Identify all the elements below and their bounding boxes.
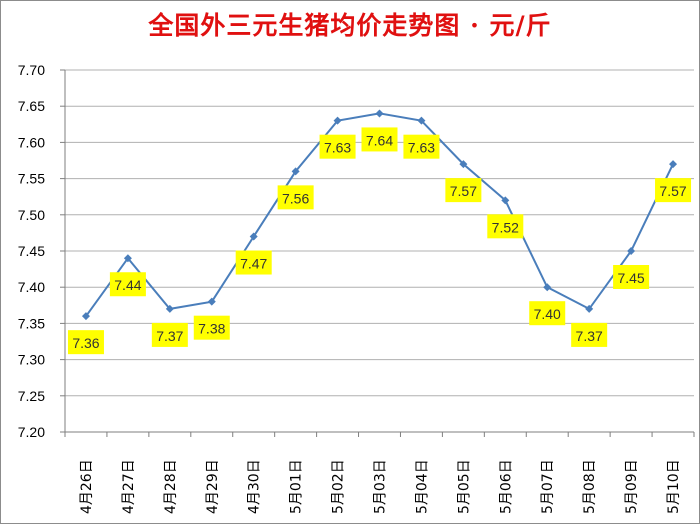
data-point bbox=[501, 196, 510, 205]
data-label: 7.64 bbox=[366, 132, 393, 148]
x-tick-label: 5月01日 bbox=[289, 459, 305, 514]
x-tick-label: 5月03日 bbox=[373, 459, 389, 514]
y-tick-labels: 7.20 7.25 7.30 7.35 7.40 7.45 7.50 7.55 7.60 7.65… bbox=[18, 62, 45, 440]
data-label: 7.38 bbox=[198, 321, 225, 337]
x-tick-label: 4月29日 bbox=[205, 459, 221, 514]
data-label: 7.37 bbox=[156, 328, 183, 344]
data-label-box bbox=[613, 265, 650, 289]
x-tick-label: 5月10日 bbox=[666, 459, 682, 514]
data-point bbox=[669, 160, 678, 169]
data-point bbox=[165, 304, 174, 313]
y-tick-label: 7.55 bbox=[18, 171, 45, 187]
chart-title: 全国外三元生猪均价走势图 · 元/斤 bbox=[148, 11, 552, 40]
y-tick-label: 7.45 bbox=[18, 243, 45, 259]
data-point bbox=[543, 283, 552, 292]
data-point bbox=[249, 232, 258, 241]
x-tick-label: 5月02日 bbox=[331, 459, 347, 514]
x-tick-label: 5月07日 bbox=[540, 459, 556, 514]
data-label: 7.63 bbox=[408, 140, 435, 156]
data-point bbox=[291, 167, 300, 176]
data-label: 7.36 bbox=[72, 335, 99, 351]
data-point bbox=[627, 247, 636, 255]
data-point bbox=[123, 254, 132, 263]
data-label: 7.63 bbox=[324, 140, 351, 156]
data-label-box bbox=[235, 250, 272, 275]
data-label: 7.57 bbox=[450, 183, 477, 199]
data-label: 7.57 bbox=[659, 183, 686, 199]
x-tick-label: 4月28日 bbox=[163, 459, 179, 514]
data-label-box bbox=[487, 214, 524, 239]
x-tick-label: 4月26日 bbox=[79, 459, 95, 514]
data-point bbox=[207, 297, 216, 306]
data-label-box bbox=[655, 178, 692, 203]
y-tick-label: 7.60 bbox=[18, 134, 45, 150]
data-point bbox=[375, 109, 384, 118]
y-tick-label: 7.30 bbox=[18, 352, 45, 368]
y-tick-label: 7.65 bbox=[18, 98, 45, 114]
data-point bbox=[459, 160, 468, 169]
data-label-box bbox=[571, 322, 608, 347]
axes bbox=[60, 69, 695, 437]
data-label: 7.56 bbox=[282, 190, 309, 206]
x-tick-label: 4月27日 bbox=[121, 459, 137, 514]
data-label-box bbox=[193, 315, 230, 340]
data-labels: 7.36 7.44 7.37 7.38 7.47 7.56 7.63 7.64 7.63 7.57… bbox=[67, 127, 692, 355]
x-tick-label: 5月08日 bbox=[582, 459, 598, 514]
y-tick-label: 7.20 bbox=[18, 424, 45, 440]
x-tick-label: 5月05日 bbox=[456, 459, 472, 514]
data-point bbox=[81, 312, 90, 321]
data-label: 7.45 bbox=[617, 270, 644, 286]
data-point bbox=[333, 116, 342, 125]
y-tick-label: 7.35 bbox=[18, 315, 45, 331]
data-label-box bbox=[151, 322, 188, 347]
data-point bbox=[585, 304, 594, 313]
data-label-box bbox=[445, 178, 482, 203]
y-tick-label: 7.40 bbox=[18, 279, 45, 295]
data-label: 7.40 bbox=[534, 306, 561, 322]
grid-lines bbox=[65, 69, 694, 433]
series-price bbox=[81, 109, 678, 321]
data-label-box bbox=[67, 330, 104, 355]
y-tick-label: 7.70 bbox=[18, 62, 45, 78]
data-label: 7.37 bbox=[576, 328, 603, 344]
x-tick-label: 4月30日 bbox=[247, 459, 263, 514]
data-label-box bbox=[277, 185, 314, 210]
data-label-box bbox=[109, 272, 146, 297]
data-label: 7.47 bbox=[240, 256, 267, 272]
data-label-box bbox=[529, 301, 566, 326]
x-tick-labels: 4月26日 4月27日 4月28日 4月29日 4月30日 5月01日 5月02日 5月03日… bbox=[79, 459, 682, 514]
data-label-box bbox=[403, 134, 440, 159]
x-tick-label: 5月06日 bbox=[498, 459, 514, 514]
data-label: 7.52 bbox=[492, 219, 519, 235]
y-tick-label: 7.50 bbox=[18, 207, 45, 223]
data-label-box bbox=[361, 127, 398, 152]
x-tick-label: 5月04日 bbox=[414, 459, 430, 514]
data-point bbox=[417, 116, 426, 125]
data-label-box bbox=[319, 134, 356, 159]
x-tick-label: 5月09日 bbox=[624, 459, 640, 514]
data-label: 7.44 bbox=[114, 277, 141, 293]
y-tick-label: 7.25 bbox=[18, 388, 45, 404]
